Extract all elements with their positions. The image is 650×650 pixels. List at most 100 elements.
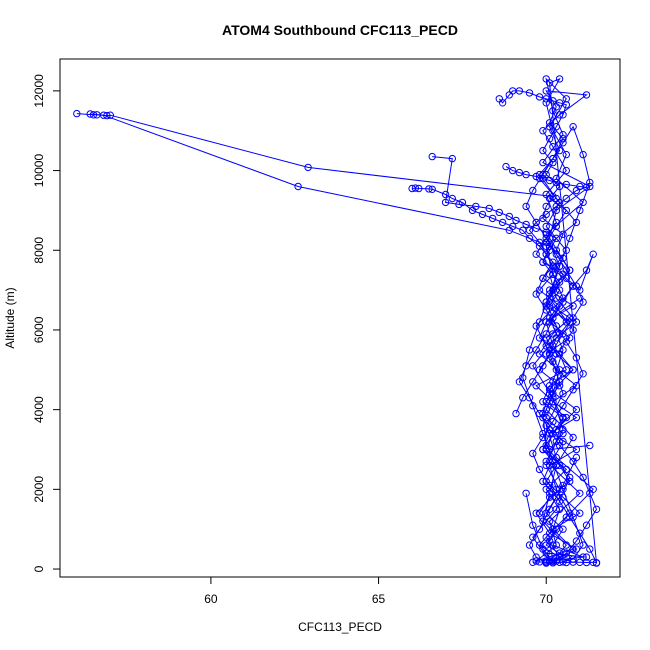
data-point bbox=[555, 382, 564, 390]
data-point bbox=[552, 250, 560, 258]
data-point bbox=[545, 382, 554, 390]
data-point bbox=[539, 433, 547, 442]
data-point bbox=[592, 559, 601, 567]
y-axis: 0 2000 4000 6000 8000 10000 12000 bbox=[32, 74, 61, 572]
data-point bbox=[562, 180, 570, 189]
data-point bbox=[532, 557, 540, 565]
data-point bbox=[441, 198, 450, 207]
data-point bbox=[562, 465, 570, 474]
data-point bbox=[559, 390, 567, 398]
data-point bbox=[559, 254, 567, 262]
data-point bbox=[562, 194, 570, 203]
data-point bbox=[532, 509, 540, 517]
data-point bbox=[545, 529, 554, 537]
data-point bbox=[425, 185, 433, 193]
data-point bbox=[532, 290, 540, 298]
data-point bbox=[549, 398, 557, 406]
data-point bbox=[549, 154, 557, 163]
data-point bbox=[428, 152, 436, 161]
data-point bbox=[555, 441, 564, 450]
data-point bbox=[562, 413, 570, 422]
data-point bbox=[586, 489, 594, 497]
data-point bbox=[552, 206, 560, 215]
y-tick-label: 10000 bbox=[32, 154, 46, 188]
data-point bbox=[512, 216, 520, 225]
data-point bbox=[304, 163, 312, 172]
series-0-line bbox=[76, 77, 597, 564]
x-axis: 60 65 70 bbox=[204, 576, 553, 606]
data-point bbox=[559, 298, 567, 306]
data-point bbox=[579, 541, 587, 549]
data-point bbox=[525, 541, 534, 549]
data-point bbox=[542, 234, 550, 243]
data-point bbox=[539, 258, 547, 266]
data-point bbox=[582, 521, 591, 529]
data-point bbox=[472, 202, 480, 211]
data-point bbox=[559, 131, 567, 139]
data-point bbox=[559, 525, 567, 533]
data-point bbox=[495, 208, 503, 217]
data-point bbox=[572, 186, 581, 195]
data-point bbox=[562, 549, 570, 557]
data-point bbox=[579, 150, 587, 159]
data-point bbox=[555, 497, 564, 505]
data-point bbox=[549, 143, 557, 151]
data-point bbox=[566, 513, 574, 521]
data-point bbox=[579, 298, 587, 306]
data-point bbox=[579, 553, 587, 561]
data-point bbox=[478, 210, 487, 219]
data-point bbox=[545, 505, 554, 513]
data-point bbox=[572, 537, 581, 545]
data-point bbox=[559, 111, 567, 119]
data-point bbox=[572, 545, 581, 553]
data-point bbox=[549, 270, 557, 278]
data-point bbox=[294, 182, 302, 191]
data-point bbox=[99, 111, 108, 119]
data-point bbox=[549, 346, 557, 354]
data-point bbox=[559, 346, 567, 354]
data-point bbox=[552, 322, 560, 330]
data-point bbox=[569, 386, 577, 394]
data-point bbox=[539, 545, 547, 553]
y-tick-label: 6000 bbox=[32, 316, 46, 343]
data-point bbox=[572, 354, 581, 362]
data-point bbox=[562, 150, 570, 159]
data-point bbox=[549, 541, 557, 549]
data-point bbox=[542, 250, 550, 258]
data-point bbox=[542, 75, 550, 83]
data-point bbox=[569, 366, 577, 374]
x-axis-label: CFC113_PECD bbox=[298, 620, 382, 634]
data-point bbox=[559, 230, 567, 239]
data-point bbox=[428, 185, 436, 194]
data-point bbox=[502, 162, 510, 171]
plot-frame bbox=[59, 58, 621, 578]
data-point bbox=[539, 127, 547, 135]
data-point bbox=[515, 168, 524, 177]
y-tick-label: 8000 bbox=[32, 237, 46, 264]
data-point bbox=[441, 190, 450, 199]
data-point bbox=[525, 346, 534, 354]
data-point bbox=[542, 99, 550, 107]
x-tick-label: 60 bbox=[204, 592, 218, 606]
data-point bbox=[535, 93, 544, 101]
y-axis-label: Altitude (m) bbox=[3, 287, 17, 348]
data-point bbox=[555, 99, 564, 107]
data-point bbox=[488, 214, 497, 223]
data-point bbox=[519, 374, 527, 382]
data-point bbox=[535, 409, 544, 418]
data-point bbox=[532, 172, 540, 181]
data-point bbox=[512, 409, 520, 418]
data-point bbox=[529, 449, 537, 458]
data-point bbox=[522, 170, 530, 179]
data-point bbox=[576, 509, 584, 517]
data-point bbox=[542, 202, 550, 211]
data-point bbox=[535, 238, 544, 247]
data-point bbox=[562, 101, 570, 109]
data-point bbox=[498, 99, 507, 107]
data-point bbox=[549, 107, 557, 115]
data-point bbox=[415, 184, 423, 193]
data-point bbox=[576, 206, 584, 215]
data-point bbox=[522, 489, 530, 497]
data-point bbox=[549, 258, 557, 266]
